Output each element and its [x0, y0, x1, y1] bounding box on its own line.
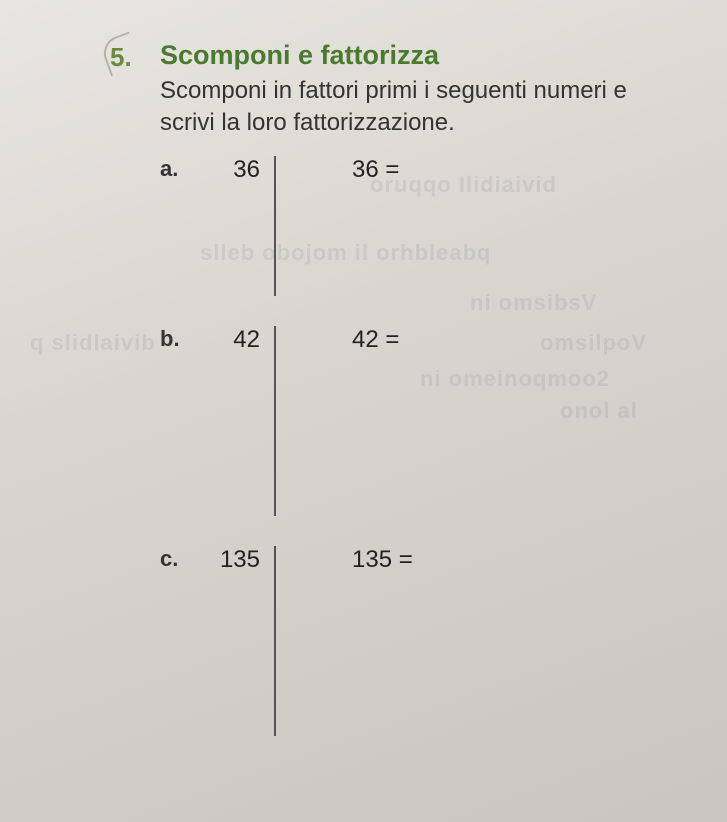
division-line — [274, 326, 276, 516]
exercise-number: 5. — [110, 42, 132, 73]
problem-equation: 135 = — [352, 546, 413, 574]
problem-c: c. 135 135 = — [160, 546, 687, 736]
problem-a: a. 36 36 = — [160, 156, 687, 296]
problem-label: b. — [160, 326, 196, 352]
problem-number: 42 — [196, 326, 268, 354]
division-line — [274, 546, 276, 736]
problem-number: 36 — [196, 156, 268, 184]
division-line — [274, 156, 276, 296]
exercise-title: Scomponi e fattorizza — [160, 40, 687, 71]
problems-container: a. 36 36 = b. 42 42 = c. 135 135 = — [160, 156, 687, 736]
problem-equation: 36 = — [352, 156, 399, 184]
exercise-subtitle: Scomponi in fattori primi i seguenti num… — [160, 75, 680, 140]
problem-label: a. — [160, 156, 196, 182]
problem-b: b. 42 42 = — [160, 326, 687, 516]
problem-number: 135 — [196, 546, 268, 574]
problem-equation: 42 = — [352, 326, 399, 354]
problem-label: c. — [160, 546, 196, 572]
